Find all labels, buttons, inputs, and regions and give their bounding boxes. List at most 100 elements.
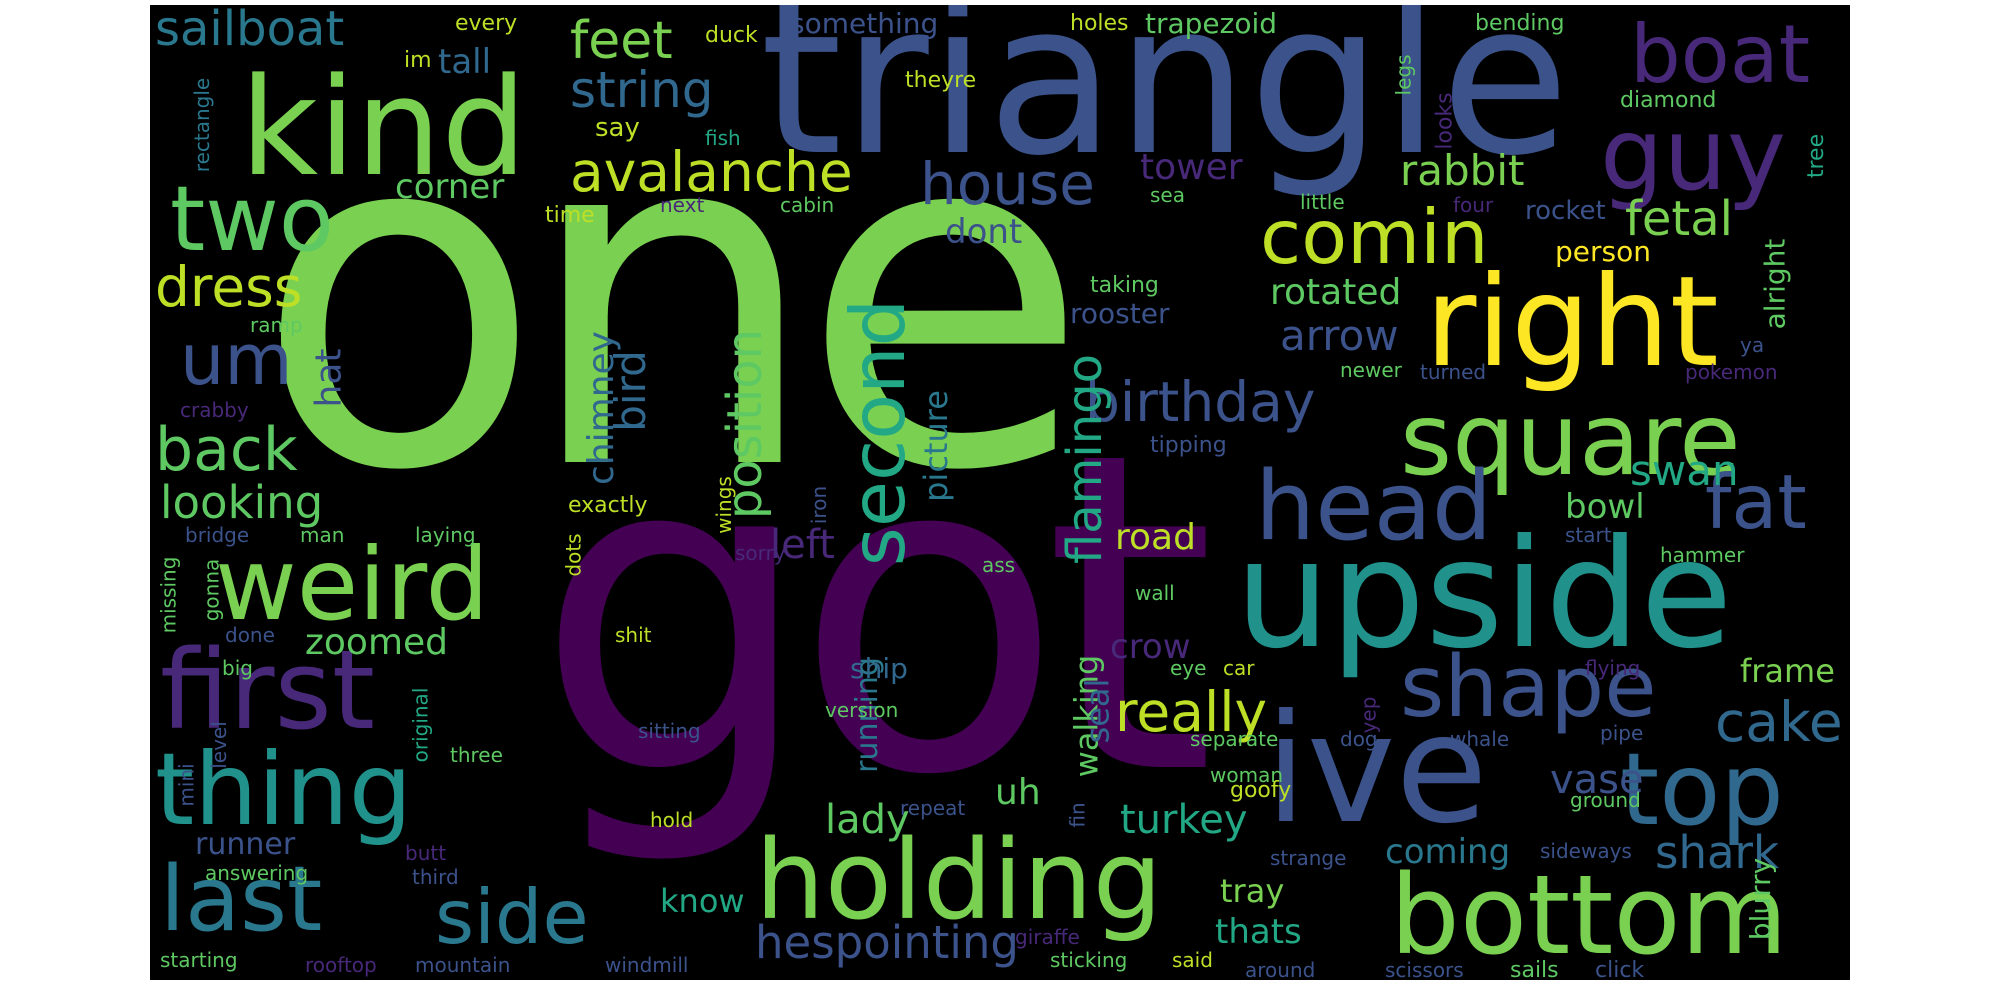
word-dog: dog	[1340, 727, 1378, 751]
word-chimney: chimney	[580, 331, 622, 485]
word-picture: picture	[916, 390, 955, 502]
word-square: square	[1400, 381, 1741, 498]
word-fetal: fetal	[1625, 191, 1733, 247]
word-repeat: repeat	[900, 796, 966, 820]
word-big: big	[222, 656, 253, 680]
word-alright: alright	[1758, 238, 1792, 330]
word-tipping: tipping	[1150, 433, 1227, 458]
word-separate: separate	[1190, 727, 1279, 751]
word-rooftop: rooftop	[305, 953, 377, 977]
word-dots: dots	[561, 533, 586, 577]
word-coming: coming	[1385, 832, 1511, 872]
word-really: really	[1115, 680, 1268, 744]
word-next: next	[660, 193, 705, 217]
word-hammer: hammer	[1660, 543, 1745, 567]
word-say: say	[595, 113, 640, 143]
word-cake: cake	[1715, 690, 1843, 754]
word-strange: strange	[1270, 846, 1347, 870]
word-pipe: pipe	[1600, 721, 1644, 745]
word-every: every	[455, 11, 518, 36]
word-four: four	[1453, 193, 1494, 217]
word-tree: tree	[1804, 133, 1830, 179]
word-tray: tray	[1220, 872, 1285, 910]
word-bending: bending	[1475, 11, 1565, 36]
word-said: said	[1172, 948, 1213, 972]
word-lady: lady	[825, 797, 910, 843]
word-second: second	[834, 298, 923, 567]
word-thats: thats	[1215, 912, 1302, 952]
word-hat: hat	[308, 348, 350, 408]
word-sorry: sorry	[735, 541, 786, 565]
word-last: last	[160, 847, 323, 952]
word-ya: ya	[1740, 333, 1765, 357]
word-swan: swan	[1630, 446, 1739, 495]
word-legs: legs	[1391, 54, 1416, 96]
word-im: im	[404, 48, 432, 73]
word-fin: fin	[1065, 802, 1090, 828]
word-woman: woman	[1210, 763, 1284, 787]
word-rectangle: rectangle	[190, 77, 215, 173]
word-something: something	[790, 7, 939, 40]
word-tower: tower	[1140, 147, 1243, 188]
word-theyre: theyre	[905, 68, 977, 93]
word-rocket: rocket	[1525, 196, 1606, 226]
word-frame: frame	[1740, 652, 1835, 690]
word-version: version	[825, 698, 899, 722]
word-diamond: diamond	[1620, 88, 1717, 113]
word-scissors: scissors	[1385, 958, 1464, 980]
word-little: little	[1300, 190, 1345, 214]
word-comin: comin	[1260, 193, 1489, 281]
word-zoomed: zoomed	[305, 622, 449, 663]
word-runner: runner	[195, 827, 296, 862]
word-vase: vase	[1550, 757, 1644, 803]
word-road: road	[1115, 517, 1196, 558]
word-got: got	[535, 359, 1216, 871]
word-kind: kind	[240, 49, 527, 206]
word-cloud: one got triangle kind ive upside right h…	[150, 5, 1850, 980]
word-uh: uh	[995, 772, 1041, 813]
word-thing: thing	[155, 731, 413, 848]
word-sea: sea	[1150, 183, 1185, 207]
word-flying: flying	[1585, 656, 1641, 680]
word-eye: eye	[1170, 656, 1207, 680]
word-blurry: blurry	[1744, 857, 1778, 941]
word-seal: seal	[1078, 678, 1117, 744]
word-weird: weird	[215, 526, 489, 643]
word-back: back	[155, 415, 298, 485]
word-answering: answering	[205, 861, 309, 885]
word-shape: shape	[1400, 638, 1657, 737]
word-bridge: bridge	[185, 523, 250, 547]
word-bowl: bowl	[1565, 487, 1645, 527]
word-time: time	[545, 203, 595, 228]
word-tall: tall	[438, 42, 492, 82]
word-rotated: rotated	[1270, 272, 1402, 313]
word-gonna: gonna	[199, 558, 224, 622]
word-crow: crow	[1110, 627, 1191, 667]
word-cabin: cabin	[780, 193, 835, 217]
word-sticking: sticking	[1050, 948, 1128, 972]
word-looking: looking	[160, 476, 324, 529]
word-crabby: crabby	[180, 398, 249, 422]
word-wall: wall	[1135, 581, 1175, 605]
word-feet: feet	[570, 11, 673, 71]
word-laying: laying	[415, 523, 476, 547]
word-head: head	[1255, 452, 1493, 562]
word-turkey: turkey	[1120, 797, 1248, 843]
word-left: left	[770, 522, 835, 568]
word-birthday: birthday	[1085, 370, 1316, 434]
word-taking: taking	[1090, 273, 1159, 298]
word-ass: ass	[982, 553, 1016, 577]
word-rabbit: rabbit	[1400, 146, 1525, 195]
word-turned: turned	[1420, 360, 1487, 384]
word-whale: whale	[1450, 727, 1510, 751]
word-dont: dont	[945, 212, 1023, 252]
word-ground: ground	[1570, 788, 1641, 812]
word-original: original	[408, 687, 433, 763]
word-around: around	[1245, 958, 1316, 980]
word-butt: butt	[405, 841, 447, 865]
word-level: level	[206, 721, 231, 769]
word-click: click	[1595, 958, 1645, 981]
word-pokemon: pokemon	[1685, 360, 1778, 384]
word-three: three	[450, 743, 503, 767]
word-sideways: sideways	[1540, 839, 1632, 863]
